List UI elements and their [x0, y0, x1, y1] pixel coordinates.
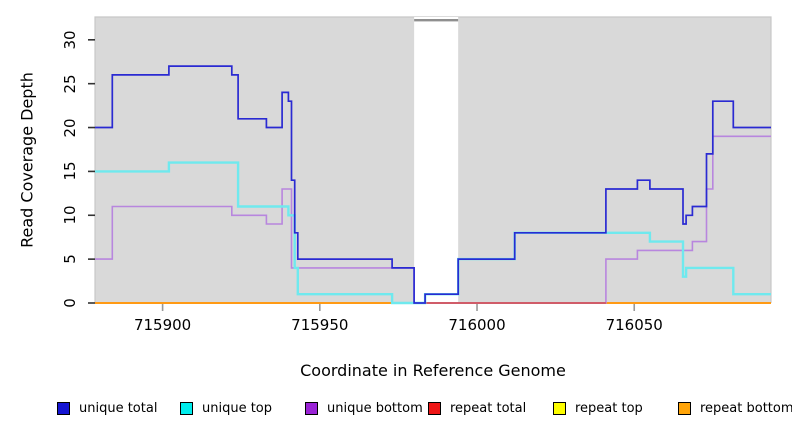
legend-swatch-repeat-bottom [678, 401, 691, 415]
x-axis-title: Coordinate in Reference Genome [300, 361, 566, 380]
y-tick-label: 0 [61, 298, 79, 308]
legend-item-unique-bottom: unique bottom [305, 399, 423, 417]
y-tick-label: 25 [61, 74, 79, 94]
legend: unique total unique top unique bottom re… [0, 399, 792, 423]
y-tick-label: 20 [61, 117, 79, 138]
y-tick-label: 10 [61, 205, 79, 225]
legend-swatch-repeat-total [428, 401, 441, 415]
legend-item-unique-top: unique top [180, 399, 272, 417]
legend-item-repeat-total: repeat total [428, 399, 526, 417]
y-axis-title: Read Coverage Depth [17, 72, 37, 248]
coverage-line-unique-total [95, 65, 771, 304]
x-tick-label: 716050 [605, 316, 663, 334]
y-tick-label: 15 [61, 161, 79, 181]
y-tick-label: 30 [61, 30, 79, 50]
x-tick-label: 715950 [291, 316, 349, 334]
masked-region [414, 17, 459, 303]
legend-label: repeat total [450, 400, 527, 416]
legend-swatch-unique-total [57, 401, 70, 415]
y-tick-label: 5 [61, 254, 79, 264]
legend-item-unique-total: unique total [57, 399, 157, 417]
legend-item-repeat-bottom: repeat bottom [678, 399, 792, 417]
legend-swatch-unique-top [180, 401, 193, 415]
x-tick-label: 716000 [448, 316, 506, 334]
legend-label: unique top [202, 400, 273, 416]
legend-swatch-unique-bottom [305, 401, 318, 415]
masked-region-top-bar [414, 19, 459, 22]
legend-swatch-repeat-top [553, 401, 566, 415]
legend-label: unique bottom [327, 400, 423, 416]
x-tick-label: 715900 [133, 316, 192, 334]
legend-item-repeat-top: repeat top [553, 399, 643, 417]
legend-label: repeat bottom [700, 400, 792, 416]
legend-label: unique total [79, 400, 158, 416]
legend-label: repeat top [575, 400, 643, 416]
